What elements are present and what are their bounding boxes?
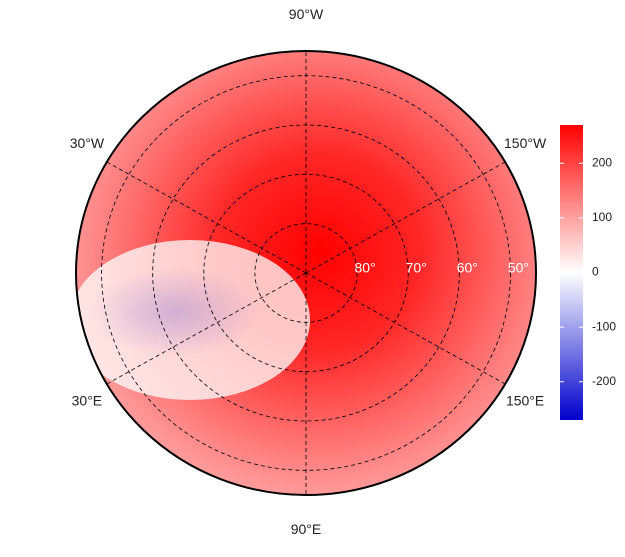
- overlay: 80° 70° 60° 50° 90°W 30°W 150°W 30°E 150°E 90°E -2…: [70, 6, 617, 537]
- globe-outline: [75, 50, 537, 496]
- colorbar-label: -100: [592, 319, 616, 333]
- meridian-label: 30°E: [72, 392, 103, 408]
- colorbar-label: 100: [592, 210, 612, 224]
- negative-anomaly: [90, 267, 260, 357]
- meridian: [305, 272, 506, 385]
- parallel-label: 80°: [355, 260, 376, 276]
- meridian-label: 90°E: [291, 521, 322, 537]
- meridian-label: 90°W: [289, 6, 324, 22]
- colorbar-label: 0: [592, 265, 599, 279]
- parallel-label: 70°: [406, 260, 427, 276]
- parallel-label: 60°: [457, 260, 478, 276]
- meridian: [106, 272, 307, 385]
- meridian-label: 30°W: [70, 135, 105, 151]
- meridian-label: 150°W: [504, 135, 547, 151]
- colorbar: [560, 125, 583, 420]
- meridian: [106, 161, 307, 274]
- field: [76, 51, 536, 495]
- meridian: [305, 161, 506, 274]
- colorbar-label: 200: [592, 155, 612, 169]
- parallel-label: 50°: [508, 260, 529, 276]
- meridian-label: 150°E: [506, 392, 544, 408]
- colorbar-label: -200: [592, 374, 616, 388]
